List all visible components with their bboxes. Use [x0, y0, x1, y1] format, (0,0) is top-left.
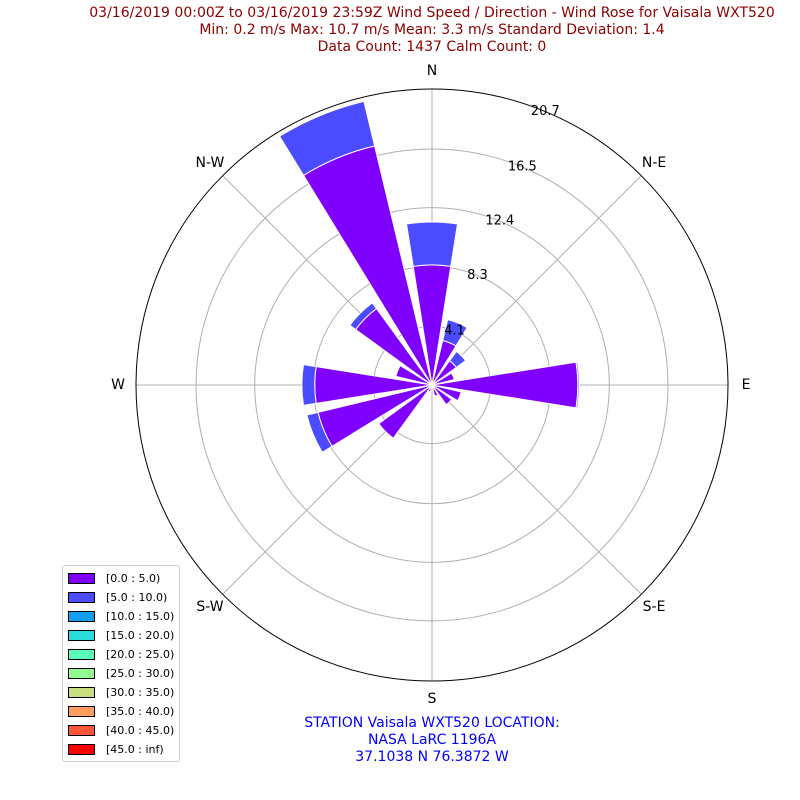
bar-w-bin-1 — [301, 364, 317, 406]
legend-swatch — [68, 744, 95, 755]
bar-ese-bin-0 — [431, 384, 462, 402]
outer-circle — [135, 88, 729, 682]
legend-label: [0.0 : 5.0) — [106, 572, 161, 585]
legend-item: [45.0 : inf) — [63, 740, 179, 759]
legend-label: [20.0 : 25.0) — [106, 648, 175, 661]
legend-swatch — [68, 706, 95, 717]
compass-label-n-e: N-E — [642, 155, 666, 171]
bar-nne-bin-1 — [442, 319, 468, 347]
compass-label-n-w: N-W — [196, 155, 225, 171]
legend-label: [40.0 : 45.0) — [106, 724, 175, 737]
legend-swatch — [68, 668, 95, 679]
bar-ene-bin-0 — [431, 372, 455, 386]
legend-item: [10.0 : 15.0) — [63, 607, 179, 626]
legend-item: [35.0 : 40.0) — [63, 702, 179, 721]
radial-tick-label: 8.3 — [467, 268, 488, 283]
compass-label-s-e: S-E — [643, 599, 666, 615]
legend-item: [15.0 : 20.0) — [63, 626, 179, 645]
legend-label: [5.0 : 10.0) — [106, 591, 168, 604]
bar-ne-bin-1 — [448, 350, 467, 369]
compass-label-n: N — [427, 63, 437, 79]
radial-tick-label: 4.1 — [444, 323, 465, 338]
legend-swatch — [68, 592, 95, 603]
legend-swatch — [68, 630, 95, 641]
title-line-3: Data Count: 1437 Calm Count: 0 — [317, 39, 547, 55]
bar-nnw-bin-1 — [278, 100, 376, 176]
compass-label-s: S — [428, 691, 437, 707]
grid-spoke — [431, 384, 642, 595]
legend-label: [15.0 : 20.0) — [106, 629, 175, 642]
title-line-1: 03/16/2019 00:00Z to 03/16/2019 23:59Z W… — [89, 5, 775, 21]
legend-label: [35.0 : 40.0) — [106, 705, 175, 718]
legend: [0.0 : 5.0) [5.0 : 10.0) [10.0 : 15.0) [15.… — [62, 565, 180, 762]
compass-label-e: E — [742, 377, 751, 393]
legend-item: [40.0 : 45.0) — [63, 721, 179, 740]
station-info: STATION Vaisala WXT520 LOCATION: NASA La… — [0, 715, 800, 766]
radial-tick-label: 12.4 — [485, 214, 514, 229]
radial-tick-label: 16.5 — [508, 160, 537, 175]
title-line-2: Min: 0.2 m/s Max: 10.7 m/s Mean: 3.3 m/s… — [199, 22, 665, 38]
legend-item: [0.0 : 5.0) — [63, 569, 179, 588]
radial-tick-label: 20.7 — [531, 104, 560, 119]
axis-labels: N N-E E S-E S S-W W N-W 4.1 8.3 12.4 16.5 20.7 — [111, 63, 750, 707]
station-line-3: 37.1038 N 76.3872 W — [355, 749, 509, 765]
legend-item: [30.0 : 35.0) — [63, 683, 179, 702]
legend-item: [25.0 : 30.0) — [63, 664, 179, 683]
legend-label: [25.0 : 30.0) — [106, 667, 175, 680]
legend-item: [5.0 : 10.0) — [63, 588, 179, 607]
bar-n-bin-1 — [405, 221, 459, 267]
bar-se-bin-0 — [431, 384, 453, 406]
legend-item: [20.0 : 25.0) — [63, 645, 179, 664]
compass-label-s-w: S-W — [196, 599, 223, 615]
bar-sw-bin-0 — [378, 384, 433, 439]
bar-e-bin-1 — [575, 361, 580, 409]
legend-swatch — [68, 687, 95, 698]
legend-label: [45.0 : inf) — [106, 743, 164, 756]
compass-label-w: W — [111, 377, 125, 393]
station-line-1: STATION Vaisala WXT520 LOCATION: — [304, 715, 560, 731]
bar-wnw-bin-0 — [395, 364, 433, 386]
legend-swatch — [68, 725, 95, 736]
legend-swatch — [68, 649, 95, 660]
legend-swatch — [68, 573, 95, 584]
bar-nw-bin-1 — [349, 302, 378, 331]
chart-title: 03/16/2019 00:00Z to 03/16/2019 23:59Z W… — [0, 5, 800, 56]
legend-swatch — [68, 611, 95, 622]
legend-label: [30.0 : 35.0) — [106, 686, 175, 699]
wind-bars — [278, 100, 580, 453]
grid-spoke — [431, 175, 642, 386]
legend-label: [10.0 : 15.0) — [106, 610, 175, 623]
bar-wsw-bin-1 — [306, 411, 333, 453]
bar-sse-bin-0 — [431, 384, 439, 397]
station-line-2: NASA LaRC 1196A — [367, 732, 497, 748]
